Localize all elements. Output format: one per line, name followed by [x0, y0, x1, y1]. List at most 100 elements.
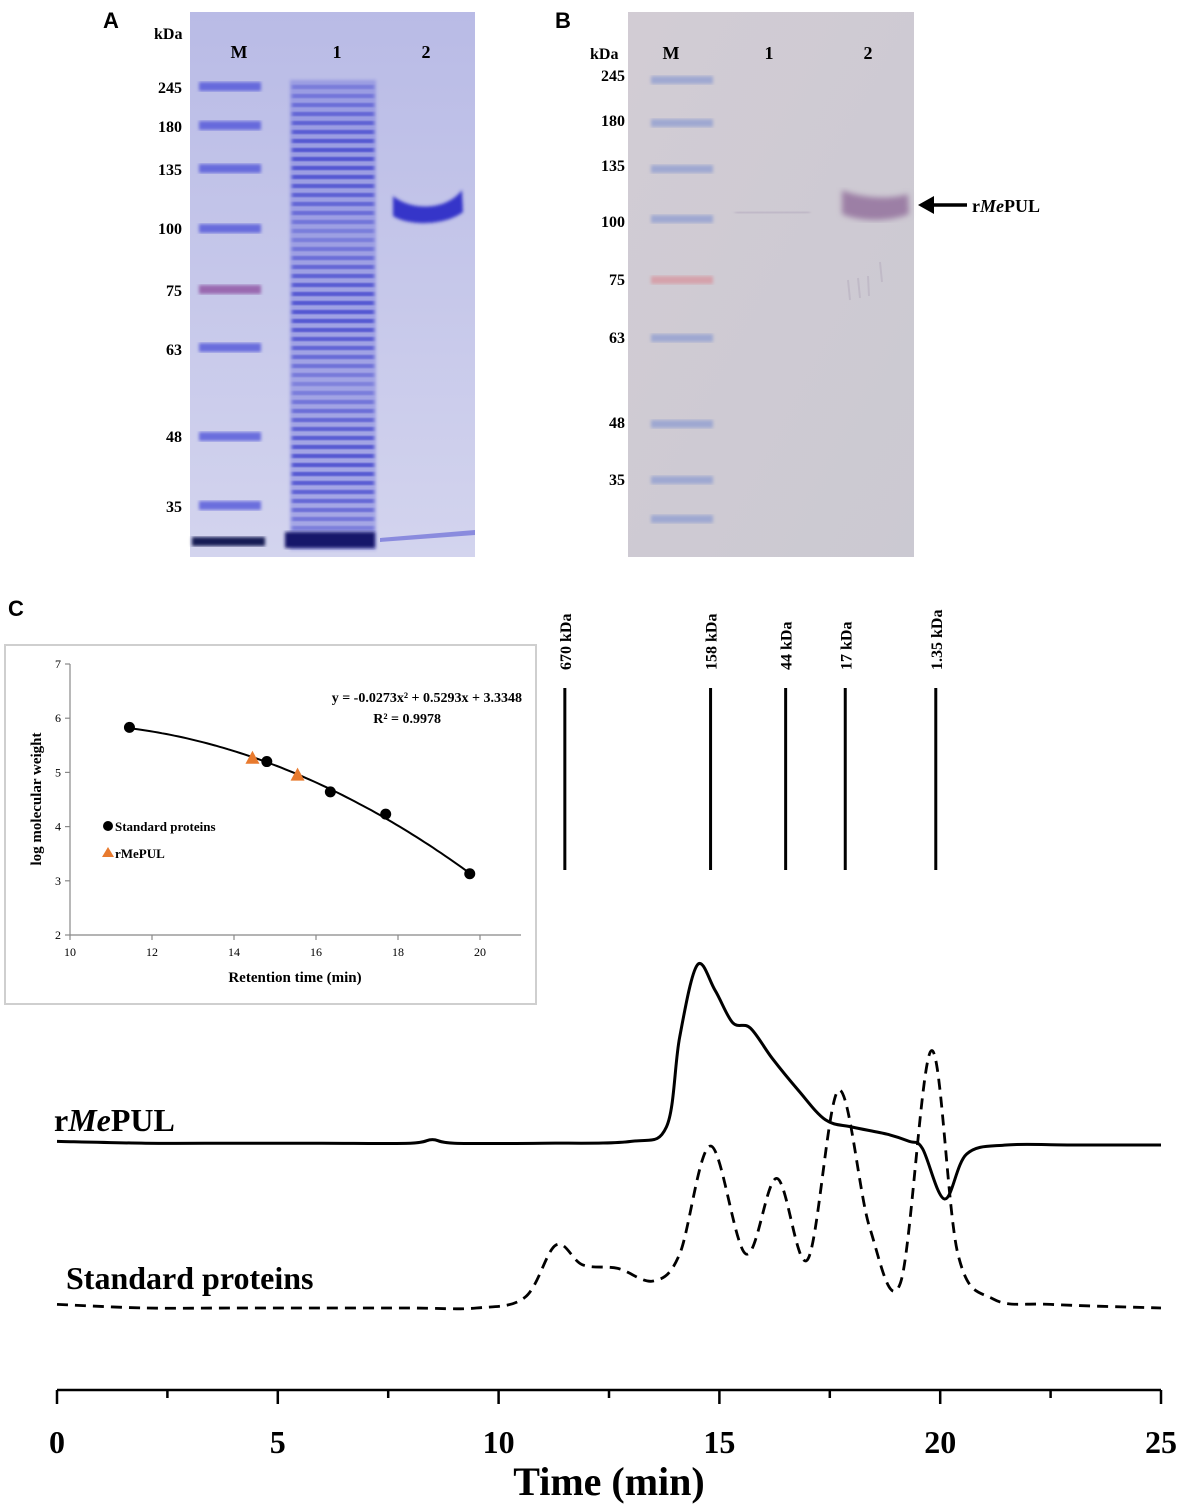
marker-band — [651, 119, 713, 127]
series-line-standard-proteins — [56, 1049, 1162, 1311]
standard-protein-point — [380, 808, 392, 820]
panel-letter-b: B — [555, 8, 571, 33]
inset-x-tick-label: 20 — [474, 945, 486, 959]
standard-protein-point — [261, 756, 273, 768]
inset-x-tick-label: 16 — [310, 945, 322, 959]
marker-band — [199, 343, 261, 352]
mw-marker-label: 670 kDa — [558, 614, 575, 670]
inset-x-tick-label: 10 — [64, 945, 76, 959]
inset-frame — [4, 644, 537, 1005]
marker-band — [651, 476, 713, 484]
marker-label: 75 — [166, 283, 182, 300]
inset-y-tick-label: 4 — [55, 820, 61, 834]
marker-label: 135 — [601, 158, 625, 175]
marker-band — [199, 501, 261, 510]
gel-b-lane-label-2: 2 — [864, 43, 873, 63]
membrane-background — [628, 12, 914, 557]
gel-a-lane-label-m: M — [231, 42, 248, 62]
x-axis-ticks: 0 5 10 15 20 25 — [49, 1390, 1177, 1460]
inset-y-axis-label: log molecular weight — [29, 732, 45, 865]
marker-band — [651, 515, 713, 523]
inset-x-axis-label: Retention time (min) — [228, 970, 361, 986]
gel-a-marker-labels: 245 180 135 100 75 63 48 35 — [158, 80, 182, 516]
lane-2-purified — [380, 190, 475, 542]
inset-y-tick-label: 5 — [55, 765, 61, 779]
sds-page-gel — [190, 12, 475, 557]
inset-x-tick-label: 18 — [392, 945, 404, 959]
inset-x-tick-label: 14 — [228, 945, 240, 959]
lane-1-faint-band — [734, 210, 811, 215]
marker-label: 180 — [158, 119, 182, 136]
trace-label-standard-proteins: Standard proteins — [66, 1260, 313, 1296]
rmepul-arrow-label: rMePUL — [972, 196, 1040, 216]
panel-letter-a: A — [103, 8, 119, 33]
marker-band — [199, 432, 261, 441]
marker-band — [651, 276, 713, 284]
marker-band — [199, 82, 261, 91]
marker-label: 35 — [609, 472, 625, 489]
marker-label: 75 — [609, 272, 625, 289]
marker-lane — [651, 76, 713, 523]
gel-b-lane-label-1: 1 — [765, 43, 774, 63]
panel-letter-c: C — [8, 596, 24, 621]
mw-marker-label: 17 kDa — [838, 622, 855, 670]
marker-band — [651, 420, 713, 428]
legend-marker-standard-proteins — [103, 821, 113, 831]
gel-a-lane-label-1: 1 — [333, 42, 342, 62]
western-blot-membrane — [628, 12, 914, 557]
marker-lane — [199, 82, 261, 510]
marker-label: 245 — [601, 68, 625, 85]
inset-y-tick-label: 6 — [55, 711, 61, 725]
lane-1-lysate — [290, 80, 376, 550]
gel-b-kda-label: kDa — [590, 46, 618, 63]
marker-label: 48 — [166, 429, 182, 446]
series-line-rmepul — [56, 961, 1161, 1201]
inset-y-tick-label: 3 — [55, 874, 61, 888]
inset-y-tick-label: 7 — [55, 657, 61, 671]
trace-label-rmepul: rMePUL — [54, 1102, 175, 1138]
rmepul-arrow — [918, 196, 967, 214]
inset-x-tick-label: 12 — [146, 945, 158, 959]
marker-band — [199, 285, 261, 294]
inset-equation: y = -0.0273x² + 0.5293x + 3.3348 — [332, 691, 522, 706]
x-tick-label: 10 — [483, 1424, 515, 1460]
chromatogram: 670 kDa 158 kDa 44 kDa 17 kDa 1.35 kDa 0 5 10 1… — [49, 610, 1177, 1504]
standard-protein-point — [464, 868, 476, 880]
marker-band — [651, 215, 713, 223]
standard-protein-point — [123, 721, 135, 733]
marker-label: 48 — [609, 415, 625, 432]
lane-2-band — [842, 190, 909, 220]
marker-band — [199, 164, 261, 173]
marker-band — [199, 224, 261, 233]
marker-label: 63 — [609, 330, 625, 347]
marker-label: 100 — [158, 221, 182, 238]
marker-band — [651, 76, 713, 84]
x-axis-label: Time (min) — [513, 1459, 704, 1504]
lane-2-smear — [847, 261, 883, 301]
marker-label: 63 — [166, 342, 182, 359]
gel-a-lane-label-2: 2 — [422, 42, 431, 62]
mw-marker-label: 158 kDa — [704, 614, 721, 670]
standard-protein-point — [324, 786, 336, 798]
rmepul-point — [245, 750, 260, 764]
x-tick-label: 5 — [270, 1424, 286, 1460]
inset-r-squared: R² = 0.9978 — [373, 712, 441, 727]
legend-marker-rmepul — [102, 847, 114, 857]
gel-a-kda-label: kDa — [154, 26, 182, 43]
x-tick-label: 15 — [703, 1424, 735, 1460]
mw-marker-lines: 670 kDa 158 kDa 44 kDa 17 kDa 1.35 kDa — [558, 610, 946, 870]
x-tick-label: 20 — [924, 1424, 956, 1460]
gel-b-lane-label-m: M — [663, 43, 680, 63]
inset-axis-ticks: 10 12 14 16 18 20 2 3 4 5 6 7 — [55, 657, 486, 959]
marker-band — [199, 121, 261, 130]
marker-label: 135 — [158, 162, 182, 179]
mw-marker-label: 44 kDa — [779, 622, 796, 670]
marker-label: 100 — [601, 214, 625, 231]
mw-marker-label: 1.35 kDa — [929, 610, 946, 670]
marker-label: 35 — [166, 499, 182, 516]
rmepul-point — [290, 767, 305, 781]
marker-band — [651, 334, 713, 342]
x-tick-label: 0 — [49, 1424, 65, 1460]
calibration-inset: 10 12 14 16 18 20 2 3 4 5 6 7 y = -0.0273x² + 0.529… — [4, 644, 537, 1005]
